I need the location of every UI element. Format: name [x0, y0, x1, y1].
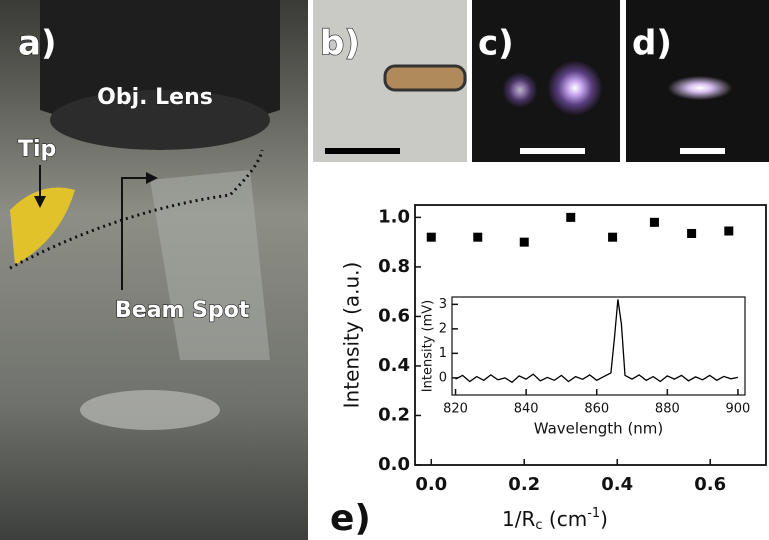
x-tick-label: 900	[726, 402, 751, 417]
panel-label: e)	[330, 498, 371, 539]
figure: a) b) c) d) e) Obj. Lens Tip Beam Spot I…	[0, 0, 769, 540]
x-axis-title: 1/Rc (cm-1)	[502, 506, 608, 533]
x-title-part: (cm	[543, 507, 588, 531]
x-tick-label: 860	[584, 402, 609, 417]
y-tick-label: 0.8	[378, 256, 410, 277]
photo-annotation: Beam Spot	[115, 298, 250, 323]
inset-y-title: Intensity (mV)	[421, 300, 436, 392]
inset-frame	[452, 297, 745, 395]
data-point	[650, 218, 659, 227]
y-axis-title: Intensity (a.u.)	[340, 262, 364, 409]
x-tick-label: 840	[514, 402, 539, 417]
x-tick-label: 880	[655, 402, 680, 417]
x-tick-label: 820	[443, 402, 468, 417]
photo-annotation: Obj. Lens	[97, 85, 213, 110]
y-tick-label: 0.6	[378, 305, 410, 326]
y-tick-label: 0.0	[378, 454, 410, 475]
panel-label: b)	[320, 24, 360, 64]
data-point	[724, 227, 733, 236]
panel-label: d)	[632, 24, 672, 64]
y-tick-label: 0.2	[378, 404, 410, 425]
panel-label: c)	[478, 24, 514, 64]
photo-annotation: Tip	[18, 137, 56, 162]
x-title-part: )	[600, 507, 608, 531]
x-tick-label: 0.0	[415, 474, 447, 495]
x-tick-label: 0.4	[601, 474, 633, 495]
data-point	[566, 213, 575, 222]
x-title-sub: c	[535, 518, 542, 533]
x-tick-label: 0.6	[694, 474, 726, 495]
y-tick-label: 0	[439, 370, 447, 385]
data-point	[687, 229, 696, 238]
panel-label: a)	[18, 24, 56, 64]
x-tick-label: 0.2	[508, 474, 540, 495]
data-point	[473, 233, 482, 242]
data-point	[520, 238, 529, 247]
x-title-part: 1/R	[502, 507, 535, 531]
data-point	[608, 233, 617, 242]
inset-x-title: Wavelength (nm)	[534, 420, 664, 438]
y-tick-label: 0.4	[378, 355, 410, 376]
y-tick-label: 1.0	[378, 206, 410, 227]
y-tick-label: 1	[439, 346, 447, 361]
y-tick-label: 3	[439, 297, 447, 312]
x-title-sup: -1	[587, 506, 600, 521]
y-tick-label: 2	[439, 321, 447, 336]
data-point	[427, 233, 436, 242]
photo-a	[0, 0, 308, 540]
